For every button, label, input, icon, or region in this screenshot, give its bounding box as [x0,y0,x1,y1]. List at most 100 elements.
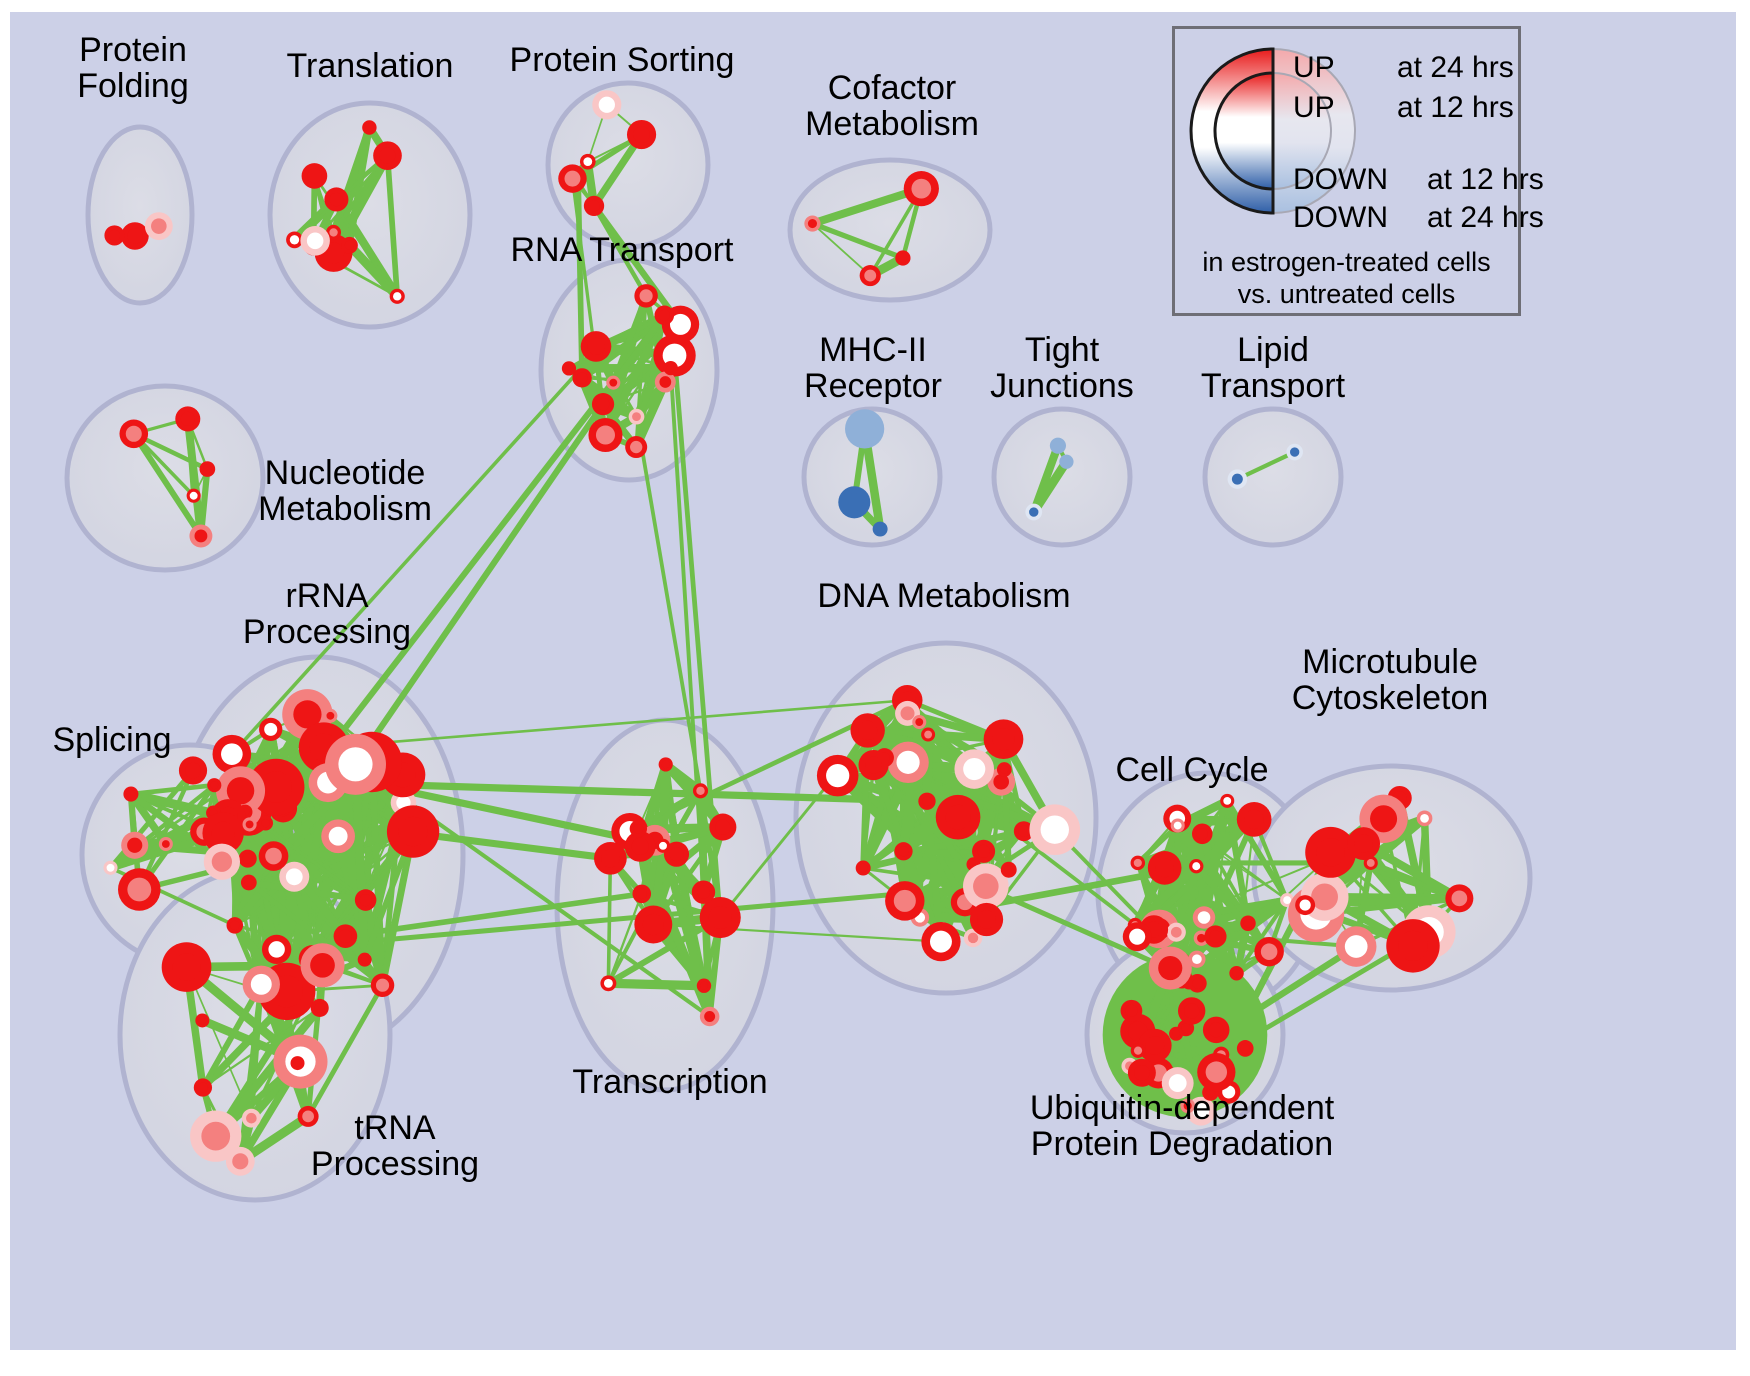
network-node[interactable] [996,762,1012,777]
network-node[interactable] [579,153,596,170]
network-node[interactable] [279,861,310,892]
network-node[interactable] [600,975,617,992]
network-node[interactable] [300,943,345,988]
network-node[interactable] [855,860,871,876]
network-node[interactable] [1229,966,1244,981]
network-node[interactable] [175,406,201,432]
network-node[interactable] [290,1056,305,1071]
network-node[interactable] [1013,821,1034,842]
network-node[interactable] [161,942,212,992]
network-node[interactable] [885,881,925,921]
network-node[interactable] [1169,1026,1184,1041]
network-node[interactable] [300,226,330,256]
network-node[interactable] [261,934,292,965]
network-node[interactable] [258,815,274,831]
network-node[interactable] [189,524,213,548]
network-node[interactable] [692,783,709,799]
cluster-hull-protein-folding[interactable] [85,124,195,306]
network-node[interactable] [190,1110,242,1162]
network-node[interactable] [838,486,871,519]
network-node[interactable] [591,392,615,416]
network-node[interactable] [178,756,208,785]
network-node[interactable] [606,375,621,390]
network-node[interactable] [158,836,173,851]
network-node[interactable] [895,250,911,266]
network-node[interactable] [326,224,342,240]
network-node[interactable] [186,488,201,503]
network-node[interactable] [696,978,712,993]
network-node[interactable] [242,817,257,832]
network-node[interactable] [558,164,587,193]
network-node[interactable] [1236,802,1272,837]
network-node[interactable] [321,819,356,854]
network-node[interactable] [258,841,289,871]
network-node[interactable] [912,715,927,730]
network-node[interactable] [1286,443,1303,461]
network-node[interactable] [1416,810,1433,827]
network-node[interactable] [634,905,673,944]
network-node[interactable] [1166,922,1186,942]
network-node[interactable] [202,812,244,854]
network-node[interactable] [691,880,716,904]
network-node[interactable] [887,741,929,784]
network-node[interactable] [121,831,149,859]
network-node[interactable] [859,265,881,287]
network-node[interactable] [1130,1043,1146,1058]
network-node[interactable] [1025,503,1043,521]
network-node[interactable] [1335,926,1377,967]
network-node[interactable] [969,902,1004,937]
network-node[interactable] [373,141,402,170]
network-node[interactable] [1240,915,1256,931]
network-node[interactable] [699,896,741,939]
network-node[interactable] [1197,1052,1236,1092]
network-node[interactable] [324,187,349,212]
network-node[interactable] [389,288,405,304]
network-node[interactable] [193,1078,213,1097]
cluster-hull-tight-junctions[interactable] [991,406,1133,548]
network-node[interactable] [1029,804,1081,856]
network-node[interactable] [301,163,328,189]
network-node[interactable] [594,841,627,875]
network-node[interactable] [658,757,673,772]
network-node[interactable] [663,360,678,376]
network-node[interactable] [935,794,981,840]
network-node[interactable] [1305,826,1357,878]
network-node[interactable] [1202,1016,1230,1044]
network-node[interactable] [225,1146,255,1176]
network-node[interactable] [1204,925,1227,948]
network-node[interactable] [1147,851,1182,885]
network-node[interactable] [1000,861,1017,878]
network-node[interactable] [816,754,859,797]
network-node[interactable] [954,749,995,789]
network-node[interactable] [963,863,1009,910]
network-node[interactable] [121,222,149,250]
network-node[interactable] [1122,922,1152,952]
network-node[interactable] [983,719,1024,760]
network-node[interactable] [561,361,577,376]
network-node[interactable] [632,884,652,904]
network-node[interactable] [583,195,605,217]
network-node[interactable] [199,461,216,477]
network-node[interactable] [323,708,338,723]
network-node[interactable] [1138,1028,1172,1063]
network-node[interactable] [872,521,888,537]
network-node[interactable] [1120,999,1143,1022]
network-node[interactable] [195,1013,210,1028]
network-node[interactable] [103,860,118,875]
network-node[interactable] [921,922,961,962]
network-node[interactable] [1220,793,1235,808]
network-node[interactable] [286,231,303,249]
network-node[interactable] [1188,950,1206,968]
network-node[interactable] [123,786,139,802]
network-node[interactable] [203,843,241,880]
network-node[interactable] [119,419,149,449]
network-node[interactable] [588,417,623,453]
network-node[interactable] [1161,1067,1194,1100]
network-node[interactable] [238,849,257,868]
network-node[interactable] [654,371,676,393]
network-node[interactable] [386,805,440,858]
network-node[interactable] [259,717,283,742]
network-node[interactable] [1049,437,1067,454]
network-node[interactable] [1170,818,1185,833]
network-node[interactable] [1192,906,1216,929]
